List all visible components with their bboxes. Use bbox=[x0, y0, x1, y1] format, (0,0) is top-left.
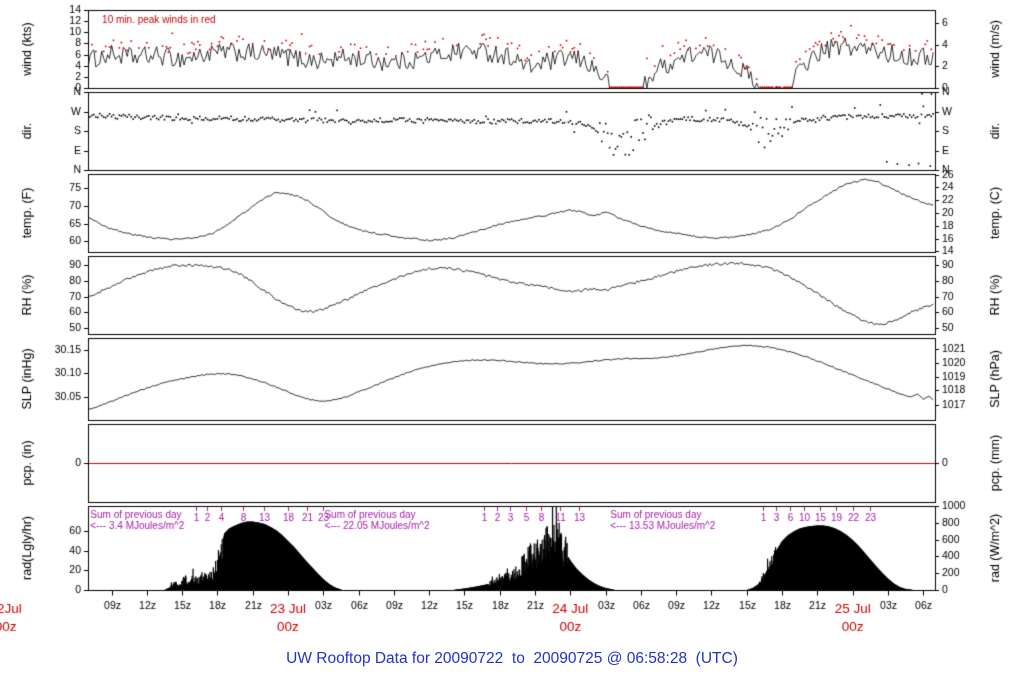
meteogram-canvas bbox=[0, 0, 1024, 645]
chart-title: UW Rooftop Data for 20090722 to 20090725… bbox=[286, 650, 738, 667]
